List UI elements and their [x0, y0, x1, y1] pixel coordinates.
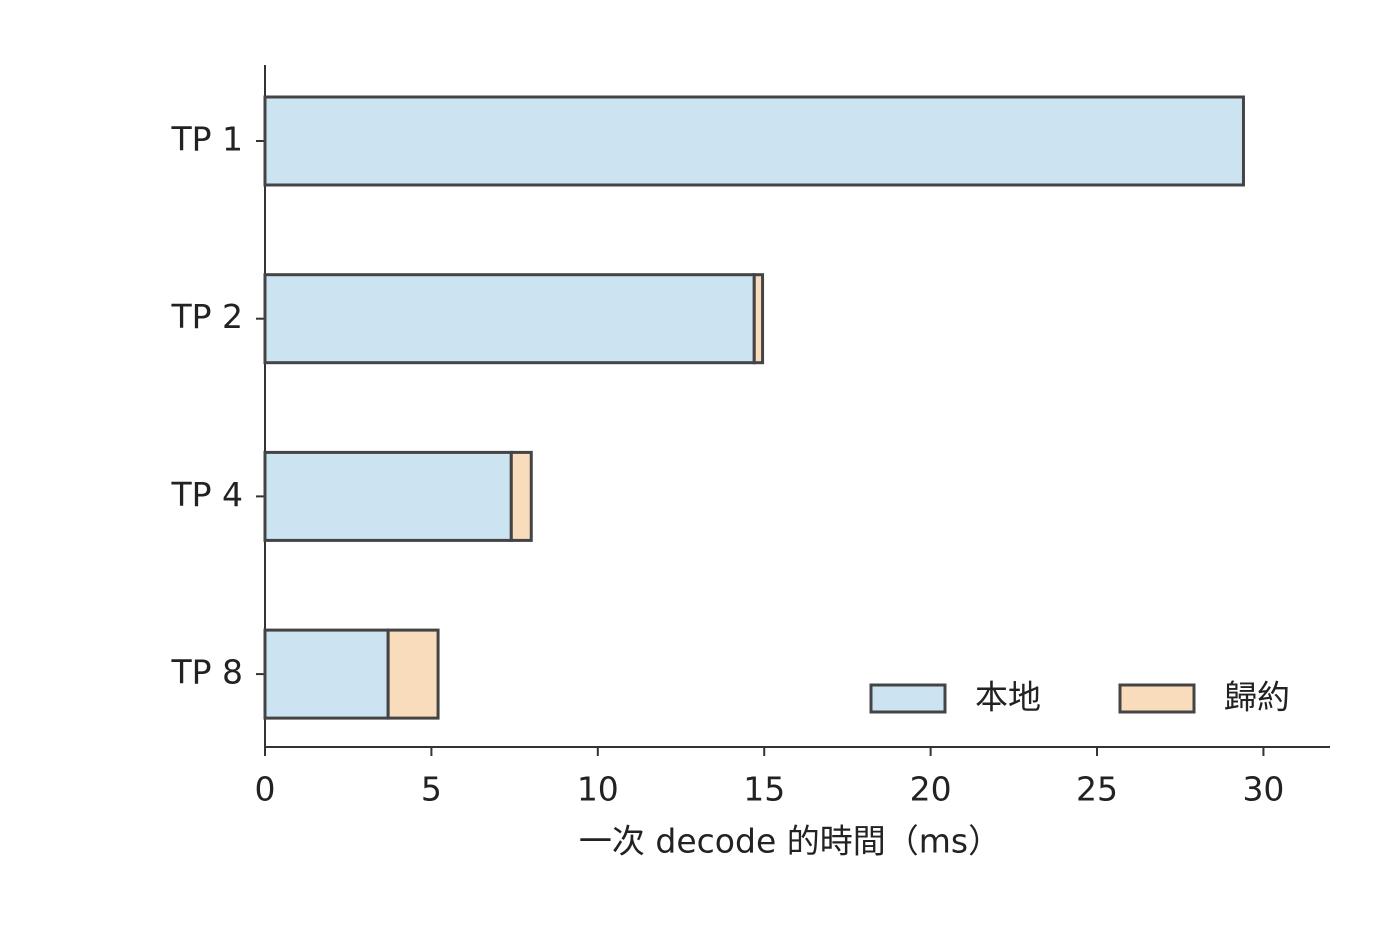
x-tick-label: 5 — [421, 770, 442, 809]
x-tick-label: 0 — [255, 770, 276, 809]
x-tick-label: 10 — [577, 770, 619, 809]
legend-swatch — [1118, 683, 1196, 714]
x-axis-label: 一次 decode 的時間（ms） — [579, 822, 1001, 861]
y-tick-label: TP 1 — [170, 120, 243, 159]
y-tick-label: TP 4 — [170, 475, 243, 514]
bar-segment — [263, 95, 1245, 187]
bar-segment — [509, 450, 533, 542]
bar-segment — [263, 273, 756, 365]
x-tick-label: 20 — [910, 770, 952, 809]
legend-label: 本地 — [975, 678, 1041, 717]
legend-label: 歸約 — [1224, 678, 1290, 717]
y-tick-label: TP 2 — [170, 297, 243, 336]
x-tick-label: 25 — [1076, 770, 1118, 809]
y-tick-label: TP 8 — [170, 653, 243, 692]
x-tick-label: 30 — [1242, 770, 1284, 809]
bar-segment — [752, 273, 765, 365]
bar-segment — [386, 628, 440, 720]
x-tick-label: 15 — [743, 770, 785, 809]
bar-segment — [263, 628, 390, 720]
bar-segment — [263, 450, 513, 542]
legend-swatch — [869, 683, 947, 714]
